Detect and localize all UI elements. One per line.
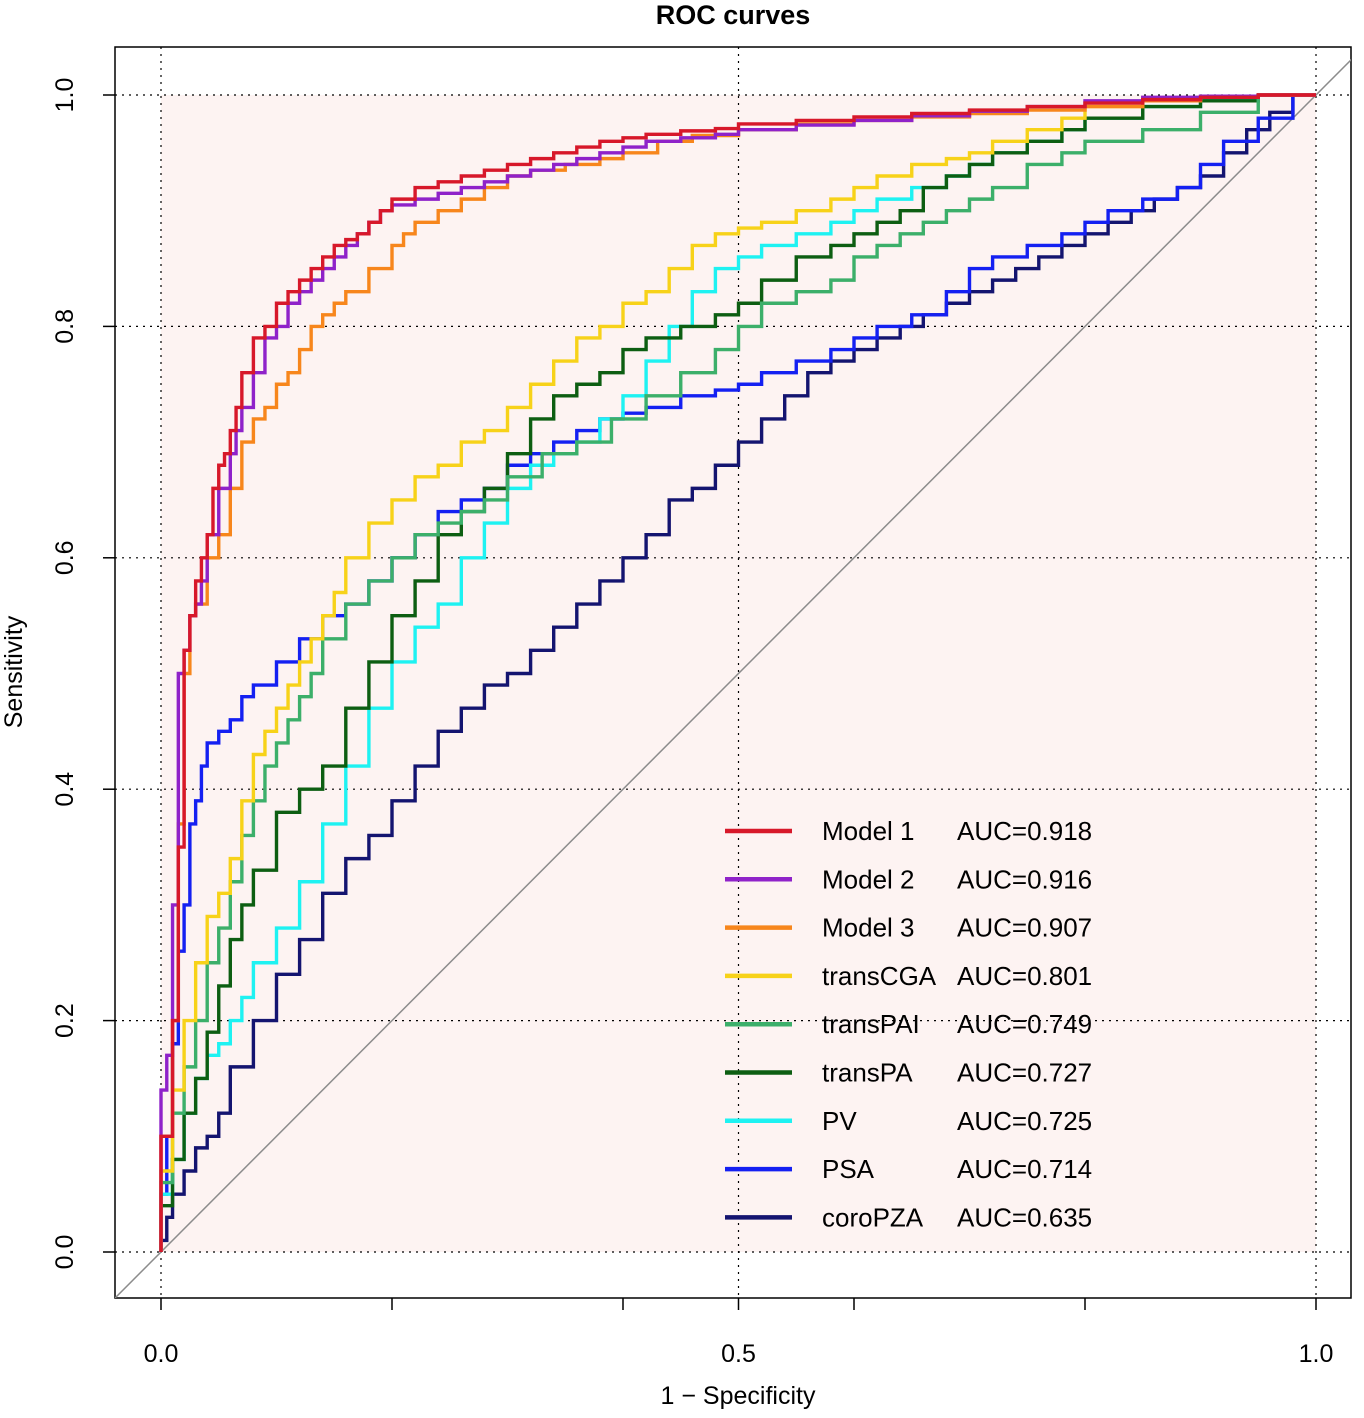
legend-item-model-2: Model 2 AUC=0.916 bbox=[725, 864, 1092, 894]
x-axis-label: 1 − Specificity bbox=[661, 1382, 816, 1410]
x-tick-label: 0.5 bbox=[721, 1340, 756, 1368]
x-tick-label: 1.0 bbox=[1299, 1340, 1334, 1368]
legend-auc-value: AUC=0.749 bbox=[957, 1009, 1092, 1039]
y-axis-label: Sensitivity bbox=[0, 615, 28, 728]
legend-item-model-1: Model 1 AUC=0.918 bbox=[725, 816, 1092, 846]
y-tick-label: 0.8 bbox=[51, 309, 79, 344]
y-tick-label: 1.0 bbox=[51, 78, 79, 113]
x-tick-label: 0.0 bbox=[144, 1340, 179, 1368]
legend-auc-value: AUC=0.801 bbox=[957, 961, 1092, 991]
legend-item-model-3: Model 3 AUC=0.907 bbox=[725, 913, 1092, 943]
chart-title: ROC curves bbox=[656, 0, 811, 30]
legend-series-name: transPAI bbox=[822, 1009, 920, 1039]
legend-auc-value: AUC=0.714 bbox=[957, 1154, 1092, 1184]
legend-item-coropza: coroPZA AUC=0.635 bbox=[725, 1202, 1092, 1232]
legend-item-transcga: transCGA AUC=0.801 bbox=[725, 961, 1092, 991]
legend-series-name: PSA bbox=[822, 1154, 875, 1184]
legend-item-transpa: transPA AUC=0.727 bbox=[725, 1058, 1092, 1088]
legend-item-transpai: transPAI AUC=0.749 bbox=[725, 1009, 1092, 1039]
legend: Model 1 AUC=0.918 Model 2 AUC=0.916 Model 3 A… bbox=[725, 816, 1092, 1232]
series-line-transcga bbox=[159, 93, 1316, 1252]
x-axis: 0.0 0.5 1.0 bbox=[144, 1298, 1334, 1368]
grid-lines bbox=[115, 47, 1351, 1298]
y-tick-label: 0.4 bbox=[51, 772, 79, 807]
reference-diagonal bbox=[115, 58, 1351, 1298]
legend-auc-value: AUC=0.918 bbox=[957, 816, 1092, 846]
y-tick-label: 0.6 bbox=[51, 540, 79, 575]
y-tick-label: 0.0 bbox=[51, 1235, 79, 1270]
legend-series-name: Model 3 bbox=[822, 913, 915, 943]
legend-series-name: transPA bbox=[822, 1058, 913, 1088]
y-axis: 0.0 0.2 0.4 0.6 0.8 1.0 bbox=[51, 78, 115, 1270]
legend-auc-value: AUC=0.907 bbox=[957, 913, 1092, 943]
series-line-model-1 bbox=[159, 93, 1316, 1252]
legend-auc-value: AUC=0.727 bbox=[957, 1058, 1092, 1088]
series-line-coropza bbox=[159, 93, 1316, 1252]
legend-series-name: Model 2 bbox=[822, 864, 915, 894]
legend-auc-value: AUC=0.725 bbox=[957, 1106, 1092, 1136]
legend-item-psa: PSA AUC=0.714 bbox=[725, 1154, 1092, 1184]
series-line-transpa bbox=[159, 93, 1316, 1252]
legend-series-name: Model 1 bbox=[822, 816, 915, 846]
series-line-transpai bbox=[159, 93, 1316, 1252]
legend-auc-value: AUC=0.916 bbox=[957, 864, 1092, 894]
legend-item-pv: PV AUC=0.725 bbox=[725, 1106, 1092, 1136]
legend-series-name: PV bbox=[822, 1106, 857, 1136]
roc-curves bbox=[159, 93, 1316, 1252]
legend-series-name: coroPZA bbox=[822, 1202, 924, 1232]
legend-auc-value: AUC=0.635 bbox=[957, 1202, 1092, 1232]
legend-series-name: transCGA bbox=[822, 961, 937, 991]
y-tick-label: 0.2 bbox=[51, 1003, 79, 1038]
